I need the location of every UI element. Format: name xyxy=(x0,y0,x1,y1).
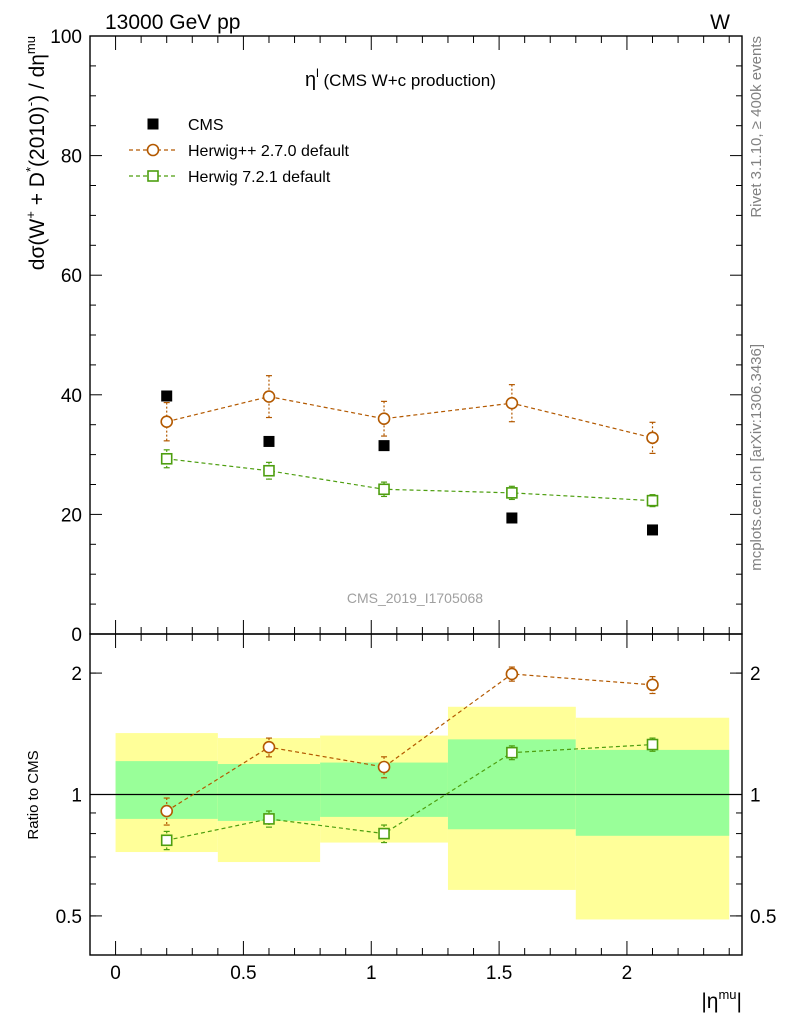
ratio-series-1-point-0 xyxy=(160,834,173,847)
main-series-2-point-0 xyxy=(160,452,173,465)
plot-title: ηl (CMS W+c production) xyxy=(305,66,496,91)
chart-axes: 0 20 40 60 80 100 0 0.5 1 1.5 2 0.5 0.5 1 1 2 2 xyxy=(50,27,776,984)
main-series-0-point-2 xyxy=(378,440,390,452)
xtick-label-4: 2 xyxy=(622,963,633,984)
main-series-2-point-3 xyxy=(506,487,518,499)
main-series-1-point-2 xyxy=(377,412,391,426)
legend-label-0: CMS xyxy=(188,117,224,134)
ratio-series-0-point-0 xyxy=(160,804,174,818)
main-series-1-point-1 xyxy=(262,390,276,403)
main-series-2-point-4 xyxy=(646,494,659,507)
main-series-1-point-0 xyxy=(160,415,174,429)
main-series-0-point-4 xyxy=(647,524,659,536)
ratio-ytick-label-left-2: 2 xyxy=(71,664,82,685)
xtick-label-0: 0 xyxy=(110,963,121,984)
main-series-2-line xyxy=(166,458,653,502)
main-series-1-line xyxy=(166,395,653,439)
main-series-2-point-2 xyxy=(378,483,390,496)
main-series-0-point-1 xyxy=(263,435,275,447)
header-right: W xyxy=(710,11,730,34)
ratio-ytick-label-right-2: 2 xyxy=(750,664,761,685)
ratio-panel-series xyxy=(160,666,659,851)
ratio-uncertainty-bands xyxy=(115,706,730,920)
legend-label-2: Herwig 7.2.1 default xyxy=(188,169,331,186)
legend-marker-1 xyxy=(146,143,160,157)
ratio-ytick-label-right-1: 1 xyxy=(750,786,761,807)
analysis-watermark: CMS_2019_I1705068 xyxy=(347,590,483,606)
ratio-series-0-point-2 xyxy=(377,760,391,774)
main-ytick-label-4: 80 xyxy=(61,147,82,168)
main-ytick-label-5: 100 xyxy=(50,27,82,48)
main-ytick-label-1: 20 xyxy=(61,505,82,526)
ratio-ytick-label-right-0: 0.5 xyxy=(750,907,776,928)
xtick-label-1: 0.5 xyxy=(230,963,256,984)
band-inner-4 xyxy=(575,749,730,836)
main-ytick-label-3: 60 xyxy=(61,266,82,287)
legend-label-1: Herwig++ 2.7.0 default xyxy=(188,143,350,160)
ratio-series-0-point-3 xyxy=(505,667,519,681)
ratio-series-1-point-3 xyxy=(506,746,518,759)
ratio-ytick-label-left-1: 1 xyxy=(71,786,82,807)
main-series-2-point-1 xyxy=(263,464,275,477)
x-axis-label: |ηmu| xyxy=(701,987,742,1013)
ratio-series-1-point-2 xyxy=(378,827,390,840)
main-ytick-label-0: 0 xyxy=(71,625,82,646)
xtick-label-2: 1 xyxy=(366,963,377,984)
ratio-series-0-line xyxy=(166,673,653,812)
mcplots-label: mcplots.cern.ch [arXiv:1306.3436] xyxy=(748,344,765,571)
main-series-1-point-4 xyxy=(646,431,659,445)
chart-legend: CMS Herwig++ 2.7.0 default Herwig 7.2.1 de… xyxy=(129,117,350,186)
header-left: 13000 GeV pp xyxy=(105,11,240,34)
rivet-label: Rivet 3.1.10, ≥ 400k events xyxy=(748,36,765,218)
ratio-ytick-label-left-0: 0.5 xyxy=(56,907,82,928)
y-axis-label-ratio: Ratio to CMS xyxy=(25,750,42,839)
y-axis-label-main: dσ(W+ + D*(2010)-) / dηmu xyxy=(23,36,49,270)
legend-marker-2 xyxy=(147,170,159,182)
main-series-1-point-3 xyxy=(505,396,519,410)
ratio-series-0-point-1 xyxy=(262,740,276,754)
xtick-label-3: 1.5 xyxy=(486,963,512,984)
ratio-series-1-point-1 xyxy=(263,813,275,825)
main-panel-series xyxy=(160,375,659,536)
main-series-0-point-0 xyxy=(161,390,173,402)
ratio-series-1-point-4 xyxy=(646,738,659,751)
legend-marker-0 xyxy=(147,118,159,130)
main-series-0-point-3 xyxy=(506,512,518,524)
ratio-series-0-point-4 xyxy=(646,678,659,692)
main-ytick-label-2: 40 xyxy=(61,386,82,407)
